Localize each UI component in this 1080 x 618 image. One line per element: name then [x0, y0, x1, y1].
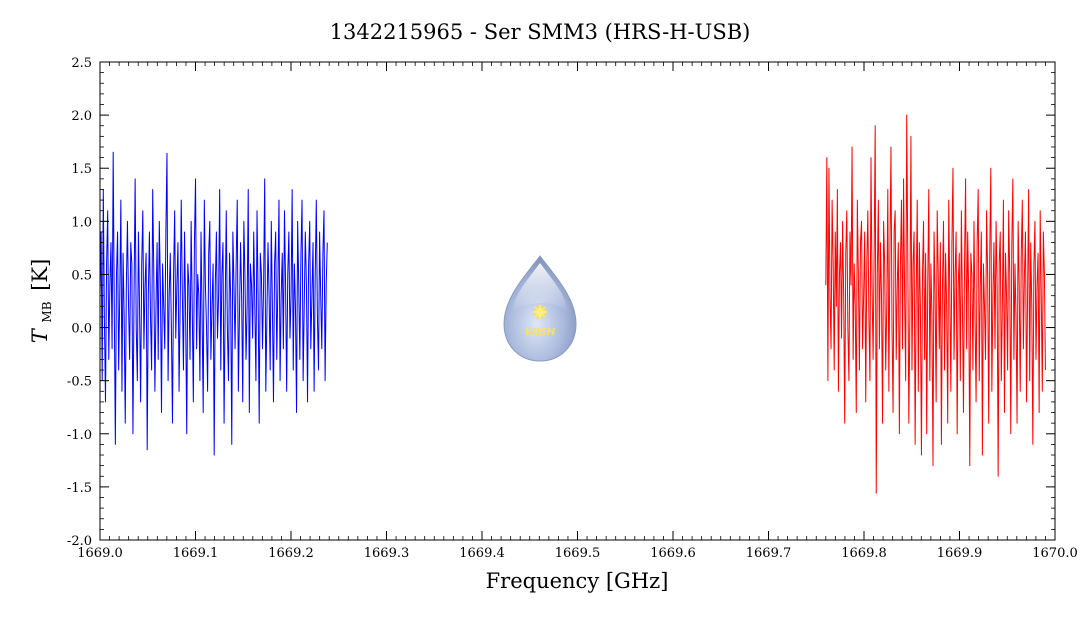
x-tick-label: 1669.5 — [555, 546, 601, 561]
y-tick-label: -1.5 — [67, 481, 92, 496]
x-tick-label: 1669.6 — [650, 546, 696, 561]
y-tick-label: 0.0 — [71, 322, 92, 337]
y-axis-symbol: T — [28, 327, 52, 343]
y-tick-label: 1.5 — [71, 162, 92, 177]
series-line-2 — [825, 114, 1046, 494]
x-tick-label: 1670.0 — [1032, 546, 1078, 561]
star-icon — [532, 304, 548, 320]
x-tick-label: 1669.9 — [937, 546, 983, 561]
chart-title: 1342215965 - Ser SMM3 (HRS-H-USB) — [330, 20, 751, 44]
series-layer — [99, 114, 1046, 494]
x-tick-label: 1669.3 — [364, 546, 410, 561]
y-tick-label: -1.0 — [67, 428, 92, 443]
y-tick-label: -0.5 — [67, 375, 92, 390]
y-axis-title: T MB [K] — [28, 259, 56, 344]
y-axis-unit: [K] — [28, 259, 52, 291]
series-line-1 — [99, 151, 328, 456]
y-axis-subscript: MB — [40, 301, 54, 322]
y-tick-label: -2.0 — [67, 534, 92, 549]
logo-text: WISH — [525, 327, 556, 338]
y-tick-label: 0.5 — [71, 268, 92, 283]
x-tick-label: 1669.4 — [459, 546, 505, 561]
wish-logo: WISH — [503, 255, 577, 362]
ticks-layer: 1669.0 1669.1 1669.2 1669.3 1669.4 1669.5 1669… — [67, 56, 1078, 561]
x-tick-label: 1669.8 — [841, 546, 887, 561]
y-tick-label: 1.0 — [71, 215, 92, 230]
x-tick-label: 1669.7 — [746, 546, 792, 561]
x-tick-label: 1669.1 — [173, 546, 219, 561]
y-tick-label: 2.5 — [71, 56, 92, 71]
x-axis-title: Frequency [GHz] — [486, 569, 669, 593]
x-tick-label: 1669.0 — [77, 546, 123, 561]
y-tick-label: 2.0 — [71, 109, 92, 124]
x-tick-label: 1669.2 — [268, 546, 314, 561]
